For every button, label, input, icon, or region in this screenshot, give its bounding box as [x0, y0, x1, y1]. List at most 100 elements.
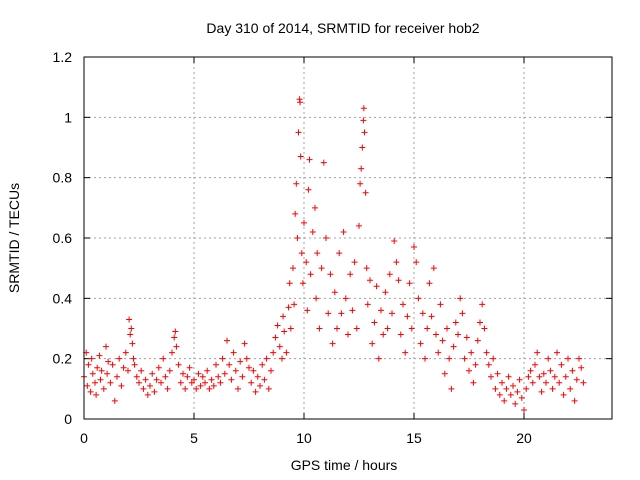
data-point [349, 307, 356, 314]
data-point [88, 355, 95, 362]
data-point [265, 385, 272, 392]
data-point [512, 400, 519, 407]
data-point [439, 337, 446, 344]
data-point [534, 349, 541, 356]
data-point [378, 307, 384, 314]
data-point [554, 349, 560, 356]
y-axis-label: SRMTID / TECUs [6, 183, 22, 293]
data-point [116, 355, 123, 362]
data-point [202, 379, 208, 386]
data-point [413, 259, 420, 266]
data-point [226, 361, 233, 368]
data-point [433, 331, 439, 338]
data-point [547, 367, 554, 374]
data-point [241, 340, 248, 347]
data-point [479, 301, 486, 308]
data-point [103, 343, 109, 350]
data-point [342, 295, 349, 302]
data-point [501, 397, 508, 404]
data-point [224, 337, 230, 344]
data-point [340, 228, 347, 235]
y-tick-label: 0 [64, 411, 72, 427]
data-point [320, 159, 327, 166]
data-point [270, 349, 277, 356]
data-point [325, 310, 332, 317]
data-point [490, 355, 497, 362]
data-point [578, 364, 585, 371]
data-point [243, 355, 250, 362]
data-point [437, 301, 444, 308]
data-point [169, 349, 175, 356]
data-point [529, 379, 536, 386]
data-point [127, 331, 134, 338]
data-point [98, 367, 105, 374]
data-point [291, 301, 298, 308]
data-point [304, 307, 311, 314]
data-point [261, 376, 268, 383]
data-point [195, 370, 202, 377]
data-point [452, 319, 459, 326]
data-point [391, 238, 398, 245]
data-point [503, 385, 510, 392]
data-point [97, 376, 104, 383]
data-point [268, 367, 274, 374]
data-point [494, 370, 501, 377]
data-point [415, 295, 422, 302]
data-point [193, 385, 200, 392]
data-point [303, 259, 310, 266]
data-point [483, 349, 490, 356]
data-point [217, 379, 224, 386]
data-point [580, 379, 587, 386]
data-point [136, 379, 142, 386]
data-point [292, 210, 299, 217]
y-tick-label: 1.2 [53, 49, 73, 65]
data-point [527, 367, 534, 374]
data-point [400, 301, 406, 308]
data-point [293, 180, 300, 187]
data-point [428, 313, 435, 320]
data-point [549, 385, 556, 392]
data-point [532, 361, 538, 368]
chart-title: Day 310 of 2014, SRMTID for receiver hob… [206, 20, 479, 36]
data-point [279, 355, 285, 362]
data-point [477, 319, 483, 326]
data-point [100, 385, 107, 392]
data-point [290, 265, 296, 272]
data-point [235, 385, 241, 392]
data-point [521, 406, 527, 413]
data-point [367, 277, 373, 284]
data-point [252, 388, 259, 395]
data-point [85, 361, 92, 368]
data-point [411, 244, 417, 251]
data-point [329, 340, 336, 347]
data-point [461, 355, 468, 362]
data-point [422, 355, 428, 362]
data-point [133, 373, 140, 380]
data-point [543, 379, 549, 386]
data-point [120, 364, 127, 371]
data-point [338, 310, 345, 317]
data-point [312, 204, 318, 211]
data-point [567, 385, 574, 392]
data-point [287, 325, 294, 332]
data-point [444, 325, 450, 332]
data-point [472, 361, 479, 368]
data-point [356, 222, 362, 229]
x-axis-label: GPS time / hours [291, 457, 398, 473]
data-point [140, 385, 147, 392]
y-tick-label: 0.6 [53, 230, 73, 246]
data-point [191, 376, 197, 383]
data-point [297, 99, 304, 106]
data-point [545, 355, 552, 362]
data-point [446, 355, 453, 362]
data-point [160, 355, 167, 362]
data-point [466, 367, 472, 374]
data-point [450, 343, 457, 350]
data-point [455, 331, 461, 338]
data-point [172, 328, 179, 335]
data-point [129, 340, 136, 347]
data-point [307, 271, 314, 278]
data-point [147, 382, 153, 389]
